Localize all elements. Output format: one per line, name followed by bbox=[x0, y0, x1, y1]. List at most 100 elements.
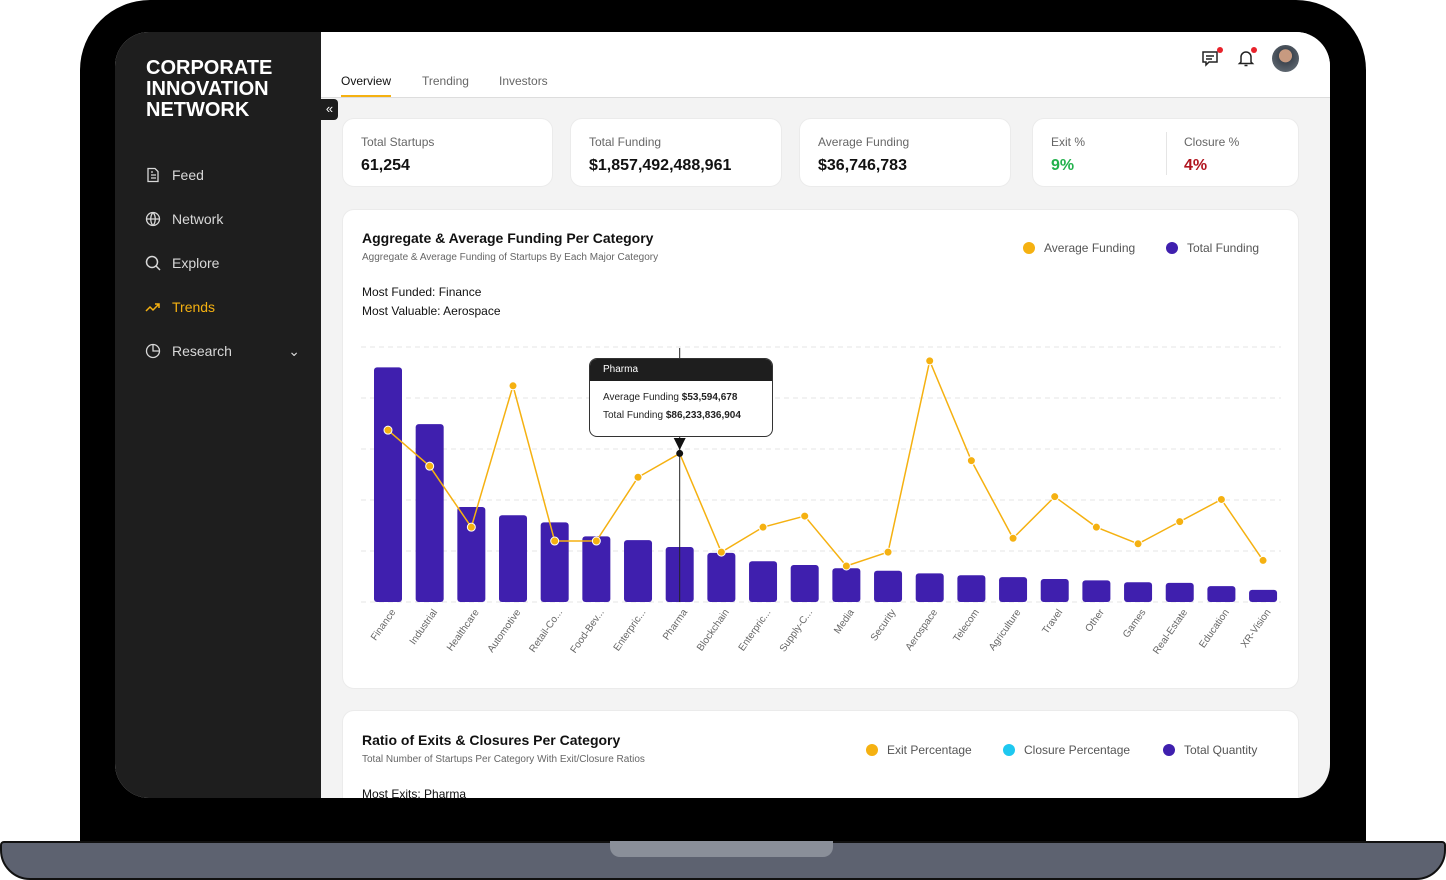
x-tick-label: Education bbox=[1197, 607, 1232, 650]
sidebar-item-explore[interactable]: Explore bbox=[145, 255, 300, 271]
funding-chart[interactable]: Finance Industrial Healthcare Automotive Ret… bbox=[343, 210, 1300, 690]
legend-average-funding[interactable]: Average Funding bbox=[1023, 241, 1135, 255]
stat-value: $36,746,783 bbox=[818, 157, 907, 174]
x-tick-label: Automotive bbox=[486, 607, 524, 655]
tooltip-label: Total Funding bbox=[603, 410, 664, 421]
avg-point-15 bbox=[1008, 533, 1018, 543]
screen: CORPORATE INNOVATION NETWORK Feed Network … bbox=[115, 32, 1330, 798]
x-tick-label: Travel bbox=[1040, 607, 1065, 636]
sidebar-item-feed[interactable]: Feed bbox=[145, 167, 300, 183]
divider bbox=[1166, 132, 1167, 175]
x-tick-label: Supply-C... bbox=[778, 607, 815, 654]
card-subtitle: Aggregate & Average Funding of Startups … bbox=[362, 252, 659, 263]
tab-investors[interactable]: Investors bbox=[499, 74, 548, 88]
sidebar-item-label: Trends bbox=[172, 299, 216, 315]
x-tick-label: Telecom bbox=[951, 607, 981, 644]
tooltip-total-row: Total Funding $86,233,836,904 bbox=[590, 410, 772, 421]
x-tick-label: Healthcare bbox=[445, 607, 482, 653]
stat-label: Total Startups bbox=[361, 135, 435, 149]
bar-12 bbox=[874, 570, 903, 602]
avg-point-0 bbox=[383, 425, 393, 435]
avg-point-14 bbox=[966, 456, 976, 466]
bar-18 bbox=[1124, 582, 1153, 602]
bar-19 bbox=[1165, 582, 1194, 602]
card-title: Ratio of Exits & Closures Per Category bbox=[362, 732, 621, 748]
legend-label: Total Quantity bbox=[1184, 743, 1258, 757]
ratio-chart-card: Ratio of Exits & Closures Per Category T… bbox=[342, 710, 1299, 798]
x-tick-label: Retail-Co... bbox=[527, 607, 565, 654]
bar-20 bbox=[1207, 586, 1236, 602]
trend-up-icon bbox=[145, 303, 160, 312]
chart-tooltip: Pharma Average Funding $53,594,678 Total… bbox=[589, 358, 773, 437]
x-tick-label: Industrial bbox=[408, 607, 440, 647]
avatar[interactable] bbox=[1272, 45, 1299, 72]
avg-point-11 bbox=[841, 561, 851, 571]
bar-1 bbox=[415, 424, 444, 602]
brand-line: INNOVATION bbox=[146, 78, 269, 100]
brand-line: CORPORATE bbox=[146, 57, 273, 79]
bar-15 bbox=[999, 577, 1028, 602]
bar-14 bbox=[957, 575, 986, 602]
stat-card-exit-closure: Exit % 9% Closure % 4% bbox=[1032, 118, 1299, 187]
avg-point-10 bbox=[800, 511, 810, 521]
chevron-down-icon[interactable]: ⌄ bbox=[288, 342, 300, 359]
avg-point-12 bbox=[883, 547, 893, 557]
sidebar-item-research[interactable]: Research ⌄ bbox=[145, 343, 300, 359]
bar-2 bbox=[457, 507, 486, 602]
legend-dot bbox=[1003, 744, 1015, 756]
stat-card-total-funding: Total Funding $1,857,492,488,961 bbox=[570, 118, 782, 187]
collapse-sidebar-button[interactable]: « bbox=[321, 99, 338, 120]
legend-label: Exit Percentage bbox=[887, 743, 972, 757]
sidebar-item-trends[interactable]: Trends bbox=[145, 299, 300, 315]
tooltip-value: $86,233,836,904 bbox=[665, 410, 741, 421]
brand-line: NETWORK bbox=[146, 99, 250, 121]
avg-point-16 bbox=[1050, 492, 1060, 502]
x-tick-label: Real-Estate bbox=[1151, 607, 1190, 656]
legend-closure-percentage[interactable]: Closure Percentage bbox=[1003, 743, 1130, 757]
tab-overview[interactable]: Overview bbox=[341, 74, 392, 97]
legend-total-funding[interactable]: Total Funding bbox=[1166, 241, 1259, 255]
legend-label: Average Funding bbox=[1044, 241, 1136, 255]
avg-point-4 bbox=[550, 536, 560, 546]
bar-4 bbox=[540, 522, 569, 602]
x-tick-label: Food-Bev... bbox=[569, 607, 607, 655]
most-exits: Most Exits: Pharma bbox=[362, 787, 467, 798]
tab-trending[interactable]: Trending bbox=[422, 74, 469, 88]
x-tick-label: Enterpric... bbox=[737, 607, 774, 653]
bar-0 bbox=[374, 367, 402, 602]
avg-point-13 bbox=[925, 356, 935, 366]
x-tick-label: Media bbox=[832, 607, 857, 636]
legend-dot bbox=[866, 744, 878, 756]
average-funding-line bbox=[387, 358, 1264, 567]
bar-11 bbox=[832, 568, 861, 602]
funding-chart-card: Aggregate & Average Funding Per Category… bbox=[342, 209, 1299, 689]
bar-17 bbox=[1082, 580, 1111, 602]
bar-5 bbox=[582, 536, 611, 602]
most-valuable: Most Valuable: Aerospace bbox=[362, 304, 501, 318]
card-title: Aggregate & Average Funding Per Category bbox=[362, 230, 654, 246]
legend-total-quantity[interactable]: Total Quantity bbox=[1163, 743, 1257, 757]
x-tick-label: Enterpric... bbox=[612, 607, 649, 653]
bar-8 bbox=[707, 552, 736, 602]
avg-point-5 bbox=[591, 536, 601, 546]
sidebar-item-label: Explore bbox=[172, 255, 220, 271]
message-icon[interactable] bbox=[1201, 48, 1221, 68]
x-tick-label: Security bbox=[869, 607, 899, 643]
legend-exit-percentage[interactable]: Exit Percentage bbox=[866, 743, 972, 757]
brand-logo[interactable]: CORPORATE INNOVATION NETWORK bbox=[146, 58, 316, 121]
avg-point-7 bbox=[676, 449, 684, 457]
stat-label: Exit % bbox=[1051, 135, 1086, 149]
bell-icon[interactable] bbox=[1236, 48, 1256, 68]
bar-21 bbox=[1249, 589, 1278, 602]
notification-dot bbox=[1217, 47, 1223, 53]
avg-point-8 bbox=[716, 547, 726, 557]
x-tick-label: Blockchain bbox=[695, 607, 732, 653]
avg-point-9 bbox=[758, 522, 768, 532]
avg-point-3 bbox=[508, 381, 518, 391]
stat-card-total-startups: Total Startups 61,254 bbox=[342, 118, 553, 187]
sidebar-item-label: Research bbox=[172, 343, 232, 359]
sidebar-item-network[interactable]: Network bbox=[145, 211, 300, 227]
top-bar: Overview Trending Investors bbox=[321, 32, 1330, 98]
tooltip-value: $53,594,678 bbox=[681, 392, 738, 403]
avg-point-18 bbox=[1133, 539, 1143, 549]
